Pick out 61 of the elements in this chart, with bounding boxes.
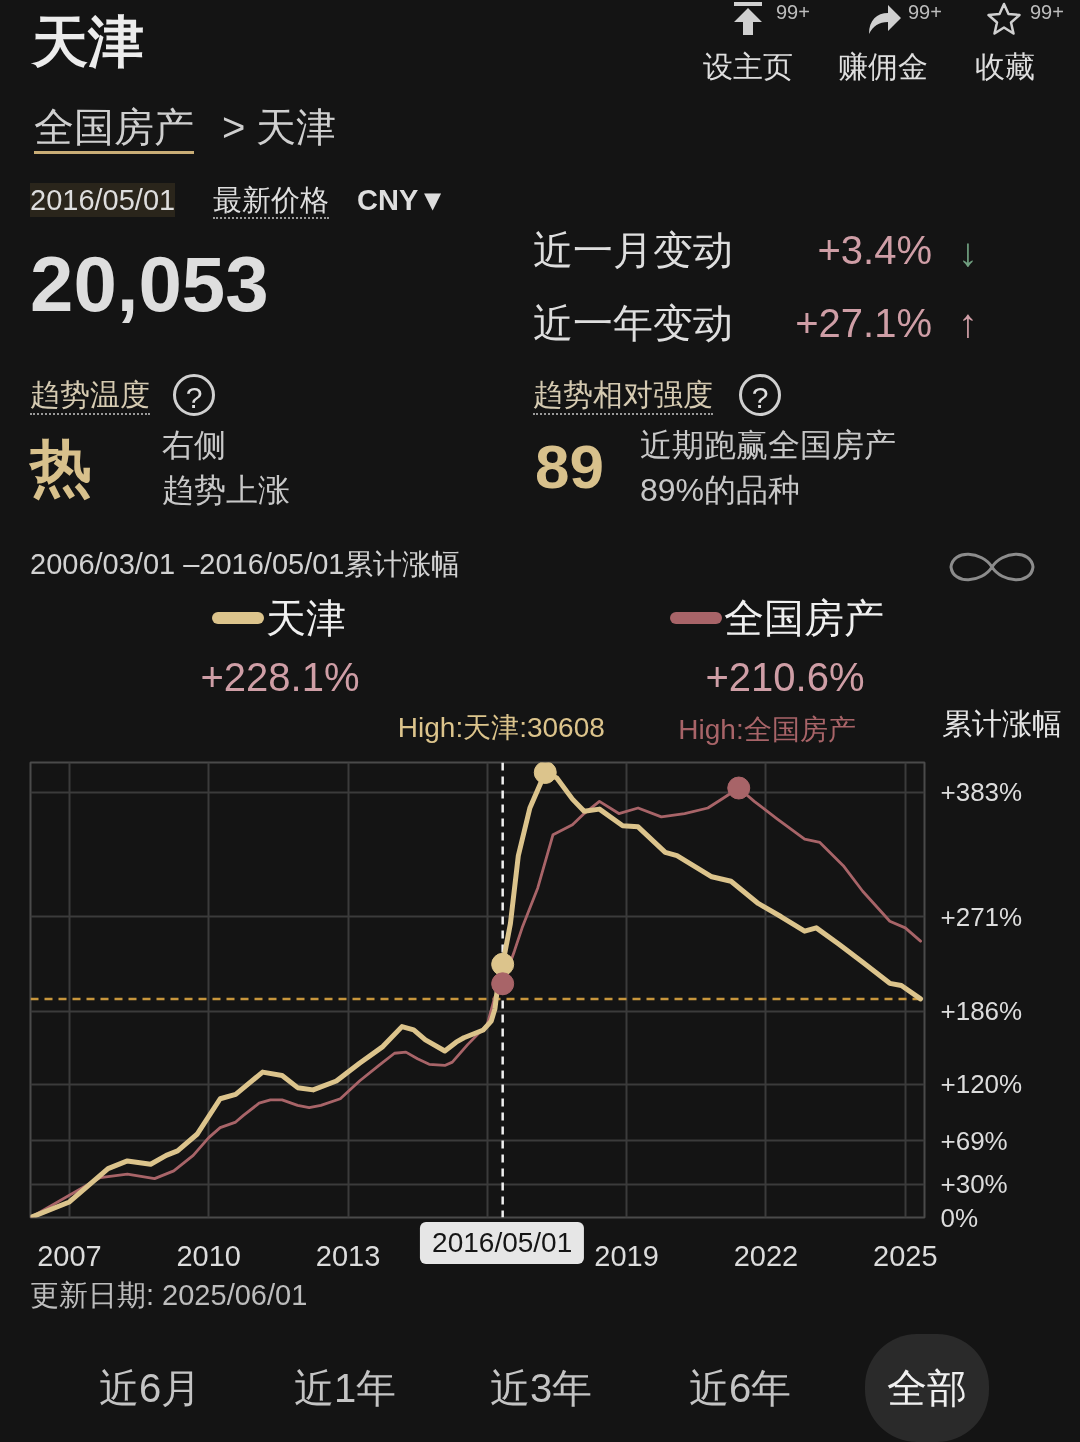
y-tick-label: +120%: [940, 1069, 1023, 1100]
x-tick-label: 2025: [873, 1239, 938, 1272]
text: 近一月变动: [533, 227, 733, 274]
y-tick-label: +69%: [940, 1125, 1008, 1156]
text: 全部: [865, 1334, 989, 1442]
text: 近6年: [688, 1365, 792, 1412]
y-tick-label: +271%: [940, 901, 1023, 932]
annotation: High:全国房产: [678, 713, 856, 747]
text: 右侧: [162, 425, 226, 465]
y-tick-label: +383%: [940, 777, 1023, 808]
text: +228.1%: [200, 654, 360, 701]
x-tick-label: 2013: [315, 1239, 381, 1272]
text: 99+: [908, 0, 942, 24]
text: 趋势相对强度: [533, 377, 713, 415]
text: 2016/05/01: [30, 182, 176, 218]
text: 赚佣金: [838, 49, 928, 85]
text: 设主页: [703, 49, 793, 85]
y-axis-title: 累计涨幅: [942, 706, 1062, 742]
chart-title: 天津: [32, 9, 144, 76]
text: ?: [173, 374, 215, 416]
text: ?: [739, 374, 781, 416]
text: 20,053: [30, 239, 269, 331]
ref-line-label: 2016/05/01: [420, 1222, 585, 1264]
annotation: High:天津:30608: [397, 711, 605, 745]
y-tick-label: +186%: [940, 996, 1023, 1027]
text: ↓: [958, 229, 978, 276]
text: 热: [30, 431, 92, 504]
text: 近1年: [293, 1365, 397, 1412]
text: 收藏: [975, 49, 1035, 85]
text: ↑: [958, 300, 978, 347]
x-tick-label: 2022: [733, 1239, 799, 1272]
text: 近6月: [98, 1365, 202, 1412]
text: 近一年变动: [533, 300, 733, 347]
text: +210.6%: [705, 654, 865, 701]
legend-label: 天津: [266, 595, 346, 642]
text: 99+: [1030, 0, 1064, 24]
text: 近3年: [489, 1365, 593, 1412]
x-tick-label: 2019: [594, 1239, 659, 1272]
text: 89: [535, 430, 604, 503]
text: 最新价格: [213, 182, 329, 220]
text: +27.1%: [795, 300, 932, 347]
x-tick-label: 2010: [176, 1239, 241, 1272]
point: [727, 776, 751, 800]
text: +3.4%: [817, 227, 932, 274]
text: 全国房产: [34, 103, 194, 154]
text: 趋势温度: [30, 377, 150, 415]
point: [491, 972, 515, 996]
text: > 天津: [222, 104, 337, 151]
text: 89%的品种: [640, 470, 801, 510]
y-tick-label: 0%: [940, 1202, 979, 1233]
text: 99+: [776, 0, 810, 24]
x-tick-label: 2007: [37, 1239, 102, 1272]
text: 趋势上涨: [162, 470, 290, 510]
point: [491, 952, 515, 976]
text: CNY▼: [357, 182, 447, 218]
chart-subtitle: 2006/03/01 –2016/05/01累计涨幅: [30, 546, 461, 582]
legend-label: 全国房产: [724, 595, 884, 642]
text: 近期跑赢全国房产: [640, 425, 896, 465]
text: 更新日期: 2025/06/01: [30, 1277, 308, 1313]
point: [533, 762, 557, 784]
y-tick-label: +30%: [940, 1169, 1008, 1200]
